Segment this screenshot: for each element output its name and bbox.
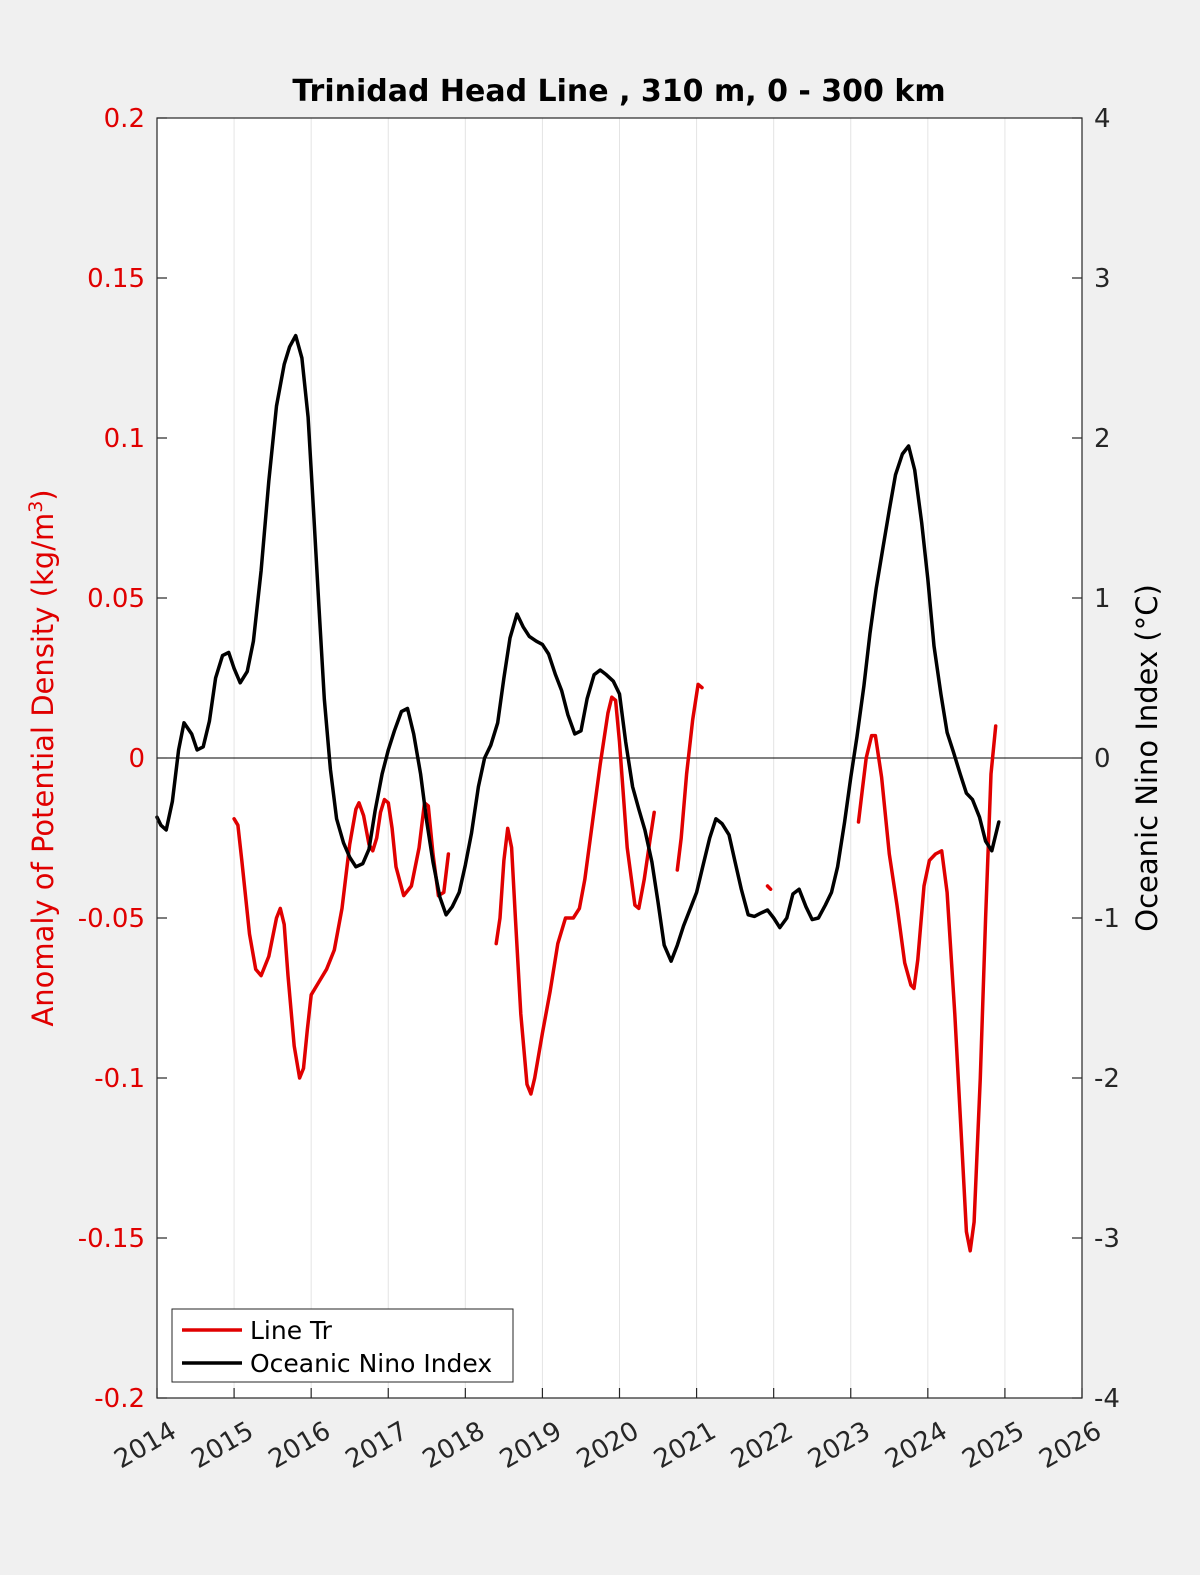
y-right-tick-label: -3 — [1094, 1224, 1120, 1254]
y-axis-left-label-text: Anomaly of Potential Density (kg/m — [26, 513, 60, 1027]
legend-line-tr-label: Line Tr — [250, 1316, 333, 1345]
legend: Line Tr Oceanic Nino Index — [171, 1308, 514, 1383]
x-tick-label: 2017 — [341, 1416, 413, 1475]
y-left-tick-label: 0.15 — [87, 264, 145, 294]
x-tick-label: 2022 — [726, 1416, 798, 1475]
series-oni — [155, 333, 1001, 963]
series-line-segment — [494, 695, 656, 1096]
x-tick-label: 2021 — [649, 1416, 721, 1475]
y-right-tick-label: 2 — [1094, 424, 1111, 454]
y-right-tick-label: 0 — [1094, 744, 1111, 774]
y-right-tick-label: 1 — [1094, 584, 1111, 614]
y-right-tick-label: 4 — [1094, 104, 1111, 134]
series-line-segment — [232, 797, 451, 1080]
y-axis-left-label-close: ) — [26, 489, 60, 500]
y-axis-left-label-sup: 3 — [25, 501, 47, 513]
y-left-tick-label: 0 — [128, 744, 145, 774]
x-tick-label: 2019 — [495, 1416, 567, 1475]
x-tick-label: 2020 — [572, 1416, 644, 1475]
legend-box — [171, 1308, 514, 1383]
y-axis-right: 4 3 2 1 0 -1 -2 -3 -4 — [1072, 104, 1120, 1414]
series-line-segment — [155, 333, 1001, 963]
y-right-tick-label: 3 — [1094, 264, 1111, 294]
series-line-segment — [675, 682, 704, 872]
y-right-tick-label: -2 — [1094, 1064, 1120, 1094]
y-left-tick-label: -0.15 — [78, 1224, 145, 1254]
chart-title: Trinidad Head Line , 310 m, 0 - 300 km — [292, 74, 945, 109]
x-tick-label: 2023 — [803, 1416, 875, 1475]
y-axis-left: 0.2 0.15 0.1 0.05 0 -0.05 -0.1 -0.15 -0.2 — [78, 104, 167, 1414]
y-left-tick-label: -0.2 — [94, 1384, 145, 1414]
y-left-tick-label: 0.1 — [104, 424, 145, 454]
series-line-segment — [856, 724, 998, 1253]
x-tick-label: 2015 — [186, 1416, 258, 1475]
series-line-tr — [232, 682, 998, 1253]
series-layer — [155, 333, 1001, 1253]
x-tick-label: 2026 — [1034, 1416, 1106, 1475]
legend-oni-label: Oceanic Nino Index — [250, 1349, 492, 1378]
x-tick-label: 2024 — [880, 1416, 952, 1475]
x-tick-label: 2025 — [957, 1416, 1029, 1475]
x-tick-label: 2018 — [418, 1416, 490, 1475]
y-left-tick-label: -0.1 — [94, 1064, 145, 1094]
y-axis-right-label: Oceanic Nino Index (°C) — [1130, 584, 1164, 932]
y-right-tick-label: -1 — [1094, 904, 1120, 934]
y-left-tick-label: 0.05 — [87, 584, 145, 614]
series-line-segment — [765, 884, 773, 891]
y-right-tick-label: -4 — [1094, 1384, 1120, 1414]
y-left-tick-label: 0.2 — [104, 104, 145, 134]
y-left-tick-label: -0.05 — [78, 904, 145, 934]
x-tick-label: 2016 — [264, 1416, 336, 1475]
y-axis-left-label: Anomaly of Potential Density (kg/m3) — [25, 489, 60, 1026]
x-axis: 2014 2015 2016 2017 2018 2019 2020 2021 2022 2023… — [109, 1388, 1107, 1475]
x-tick-label: 2014 — [109, 1416, 181, 1475]
